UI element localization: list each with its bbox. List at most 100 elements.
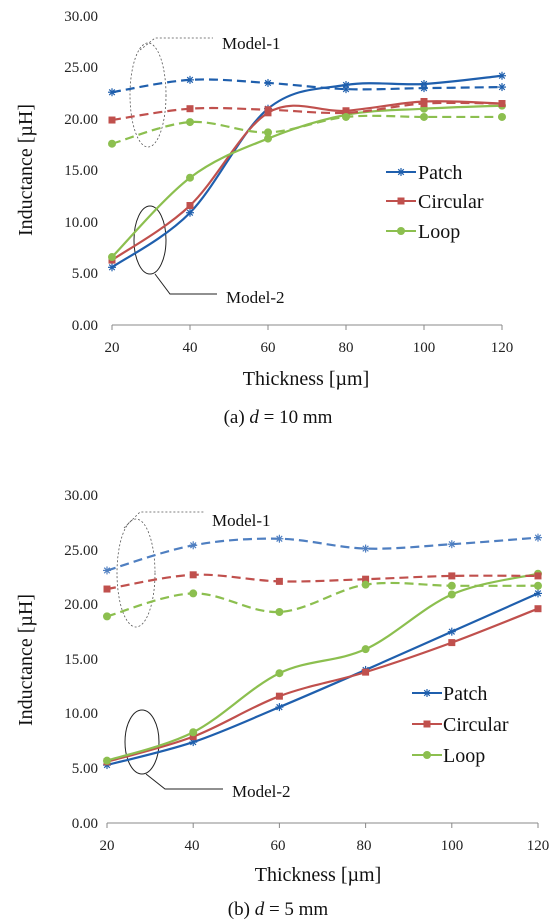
data-point-patch-model-1 [498,83,506,92]
data-point-circular-model-2 [448,639,456,647]
annotation-model-1: Model-1 [222,34,281,53]
data-point-patch-model-2 [498,71,506,80]
xtick-label: 120 [491,340,514,356]
y-axis-label: Inductance [µH] [15,104,37,236]
xtick-label: 20 [100,838,115,854]
ytick-label: 10.00 [64,215,98,231]
data-point-circular-model-1 [189,571,197,579]
ytick-label: 30.00 [64,488,98,504]
model-2-ellipse [133,205,167,275]
legend-marker-patch [423,689,431,697]
data-point-loop-model-1 [103,612,111,621]
data-point-patch-model-1 [420,84,428,93]
data-point-circular-model-1 [534,572,542,580]
data-point-circular-model-1 [498,100,506,108]
chart-panel-b: 0.00 5.00 10.00 15.00 20.00 25.00 30.00 … [15,488,549,920]
xtick-label: 40 [183,340,198,356]
xtick-label: 60 [261,340,276,356]
data-point-circular-model-1 [275,577,283,585]
xtick-label: 120 [527,838,550,854]
data-point-patch-model-1 [264,78,272,87]
data-point-circular-model-1 [448,572,456,580]
series-line-loop-model-1 [111,114,502,145]
series-line-circular-model-2 [106,607,539,763]
data-point-loop-model-1 [275,607,284,616]
series-line-circular-model-1 [111,101,503,122]
data-point-loop-model-2 [186,173,194,182]
data-point-loop-model-1 [420,112,428,121]
xtick-label: 60 [271,838,286,854]
chart-panel-a: 0.00 5.00 10.00 15.00 20.00 25.00 30.00 … [15,9,513,428]
data-point-patch-model-1 [342,85,350,94]
model-1-leader [139,37,213,51]
data-point-circular-model-2 [534,605,542,613]
xtick-label: 80 [339,340,354,356]
legend-label-patch: Patch [443,683,487,705]
ytick-label: 25.00 [64,543,98,559]
y-axis-label: Inductance [µH] [15,594,37,726]
data-point-patch-model-2 [108,263,116,272]
data-point-loop-model-1 [189,589,198,598]
data-point-patch-model-1 [534,533,542,542]
data-point-circular-model-1 [342,109,350,117]
data-point-loop-model-1 [264,128,272,137]
data-point-patch-model-2 [447,627,456,636]
data-point-loop-model-2 [108,253,116,262]
x-axis-label: Thickness [µm] [255,864,382,886]
data-point-circular-model-1 [420,100,428,108]
data-point-circular-model-2 [186,202,194,210]
model-1-ellipse [116,518,156,628]
data-point-circular-model-1 [186,105,194,113]
series-line-patch-model-1 [106,536,539,572]
series-line-circular-model-1 [106,573,539,591]
data-point-circular-model-1 [362,575,370,583]
annotation-model-2: Model-2 [226,288,285,307]
data-point-patch-model-2 [275,703,284,712]
data-point-circular-model-2 [189,733,197,741]
caption: (b) d = 5 mm [228,899,329,920]
x-axis-label: Thickness [µm] [243,368,370,390]
legend-marker-circular [423,720,431,728]
ytick-label: 20.00 [64,112,98,128]
data-point-patch-model-1 [103,566,111,575]
xtick-label: 100 [441,838,464,854]
legend-marker-patch [397,168,405,176]
xtick-label: 40 [185,838,200,854]
data-point-loop-model-1 [186,118,194,127]
data-point-patch-model-1 [186,75,194,84]
model-2-leader [154,273,217,295]
data-point-circular-model-2 [362,668,370,676]
data-point-loop-model-2 [361,645,370,654]
ytick-label: 30.00 [64,9,98,25]
data-point-loop-model-2 [447,590,456,599]
series-line-loop-model-2 [106,572,539,762]
legend-label-patch: Patch [418,162,462,184]
data-point-loop-model-2 [275,669,284,678]
legend-label-circular: Circular [418,191,484,213]
data-point-circular-model-1 [103,585,111,593]
ytick-label: 15.00 [64,652,98,668]
xtick-label: 20 [105,340,120,356]
ytick-label: 5.00 [72,761,98,777]
series-line-patch-model-2 [106,592,539,767]
caption: (a) d = 10 mm [224,407,333,428]
series-line-loop-model-1 [106,581,539,618]
data-point-patch-model-2 [186,208,194,217]
data-point-patch-model-2 [534,589,542,598]
xtick-label: 80 [357,838,372,854]
annotation-model-1: Model-1 [212,511,271,530]
annotation-model-2: Model-2 [232,782,291,801]
model-2-leader [145,773,223,790]
legend-marker-loop [423,751,431,759]
data-point-loop-model-2 [103,756,111,765]
ytick-label: 25.00 [64,60,98,76]
xtick-label: 100 [413,340,436,356]
data-point-circular-model-1 [108,116,116,124]
data-point-loop-model-1 [534,581,542,590]
legend-label-loop: Loop [443,745,485,767]
data-point-patch-model-1 [189,541,198,550]
data-point-circular-model-2 [275,692,283,700]
data-point-loop-model-1 [447,581,456,590]
ytick-label: 15.00 [64,163,98,179]
